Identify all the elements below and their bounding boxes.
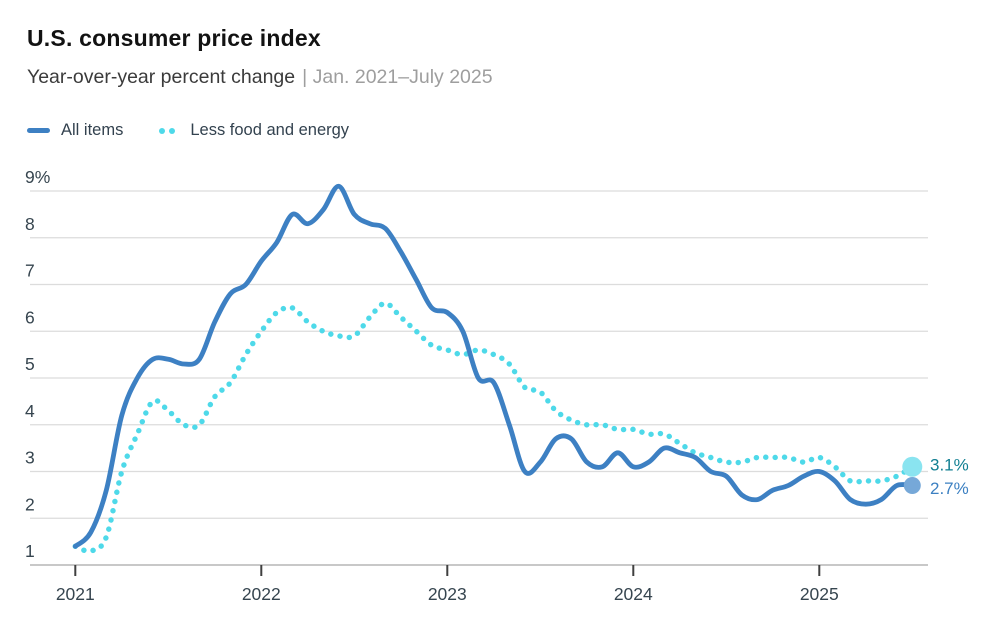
x-axis-label-2024: 2024 xyxy=(614,584,653,604)
legend-item-all-items: All items xyxy=(27,121,123,140)
chart-subtitle: Year-over-year percent change | Jan. 2021… xyxy=(27,66,493,89)
y-axis-label-8: 8 xyxy=(25,214,35,234)
y-axis-label-9: 9% xyxy=(25,167,50,187)
end-dot-less-food-energy xyxy=(902,456,923,477)
y-axis-label-7: 7 xyxy=(25,261,35,281)
y-axis-label-6: 6 xyxy=(25,307,35,327)
y-axis-label-1: 1 xyxy=(25,541,35,561)
x-axis-label-2023: 2023 xyxy=(428,584,467,604)
solid-line-swatch-icon xyxy=(27,128,50,133)
chart-legend: All items Less food and energy xyxy=(27,121,349,140)
y-axis-label-4: 4 xyxy=(25,401,35,421)
y-axis-label-3: 3 xyxy=(25,448,35,468)
x-axis-label-2022: 2022 xyxy=(242,584,281,604)
legend-label-less-food-energy: Less food and energy xyxy=(190,121,350,139)
subtitle-main: Year-over-year percent change xyxy=(27,66,296,88)
legend-label-all-items: All items xyxy=(61,121,124,139)
y-axis-label-5: 5 xyxy=(25,354,35,374)
legend-item-less-food-energy: Less food and energy xyxy=(159,121,349,140)
end-value-label-less-food-energy: 3.1% xyxy=(930,455,969,474)
series-line-less-food-energy xyxy=(72,300,915,554)
series-line-all-items xyxy=(72,183,915,549)
subtitle-date-range: | Jan. 2021–July 2025 xyxy=(302,66,493,88)
end-value-label-all-items: 2.7% xyxy=(930,479,969,498)
x-axis-label-2021: 2021 xyxy=(56,584,95,604)
end-dot-all-items xyxy=(903,477,921,494)
y-axis-label-2: 2 xyxy=(25,494,35,514)
dotted-line-swatch-icon xyxy=(159,127,176,134)
page-title: U.S. consumer price index xyxy=(27,25,321,51)
x-axis-label-2025: 2025 xyxy=(800,584,839,604)
